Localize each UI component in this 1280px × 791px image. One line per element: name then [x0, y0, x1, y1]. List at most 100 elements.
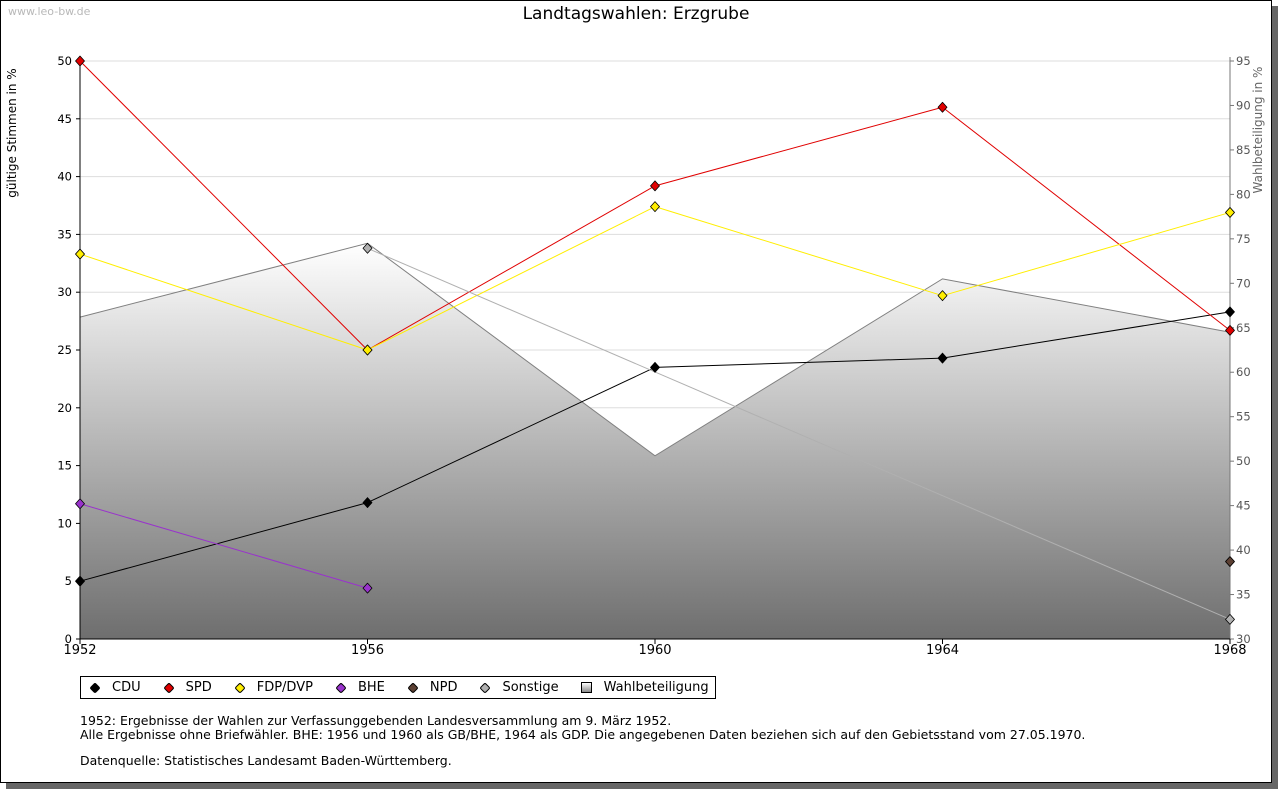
x-tick-label-1952: 1952: [63, 643, 96, 658]
point-spd-1968: [1225, 324, 1235, 336]
y2-tick-label-85: 85: [1236, 143, 1251, 157]
y2-tick-label-60: 60: [1236, 365, 1251, 379]
legend-label-wahlbeteiligung: Wahlbeteiligung: [603, 680, 709, 695]
series-lines-layer: [79, 60, 1231, 620]
legend-marker-sonstige: [479, 681, 492, 694]
y-axis-label: gültige Stimmen in %: [5, 68, 19, 197]
note-methodology: Alle Ergebnisse ohne Briefwähler. BHE: 1…: [80, 727, 1086, 742]
note-1952: 1952: Ergebnisse der Wahlen zur Verfassu…: [80, 713, 672, 728]
series-line-cdu-1: [367, 366, 656, 504]
legend-label-npd: NPD: [429, 680, 458, 695]
y2-tick-label-55: 55: [1236, 410, 1251, 424]
point-cdu-1960: [650, 361, 660, 373]
point-npd-1968: [1225, 556, 1235, 567]
series-line-cdu-3: [942, 311, 1231, 359]
x-tick-label-1956: 1956: [351, 643, 384, 658]
legend-item-fdp-dvp[interactable]: FDP/DVP: [234, 680, 313, 695]
frame-shadow-right: [1272, 6, 1278, 789]
y2-tick-label-75: 75: [1236, 232, 1251, 246]
legend-marker-wahlbeteiligung: [580, 682, 592, 693]
legend-marker-bhe: [335, 681, 347, 694]
point-bhe-1952: [75, 498, 85, 510]
legend-marker-cdu: [89, 681, 101, 694]
legend: CDU SPD FDP/DVP BHE NPD Sonstige Wahlbet…: [80, 676, 716, 699]
series-line-spd-3: [942, 106, 1231, 331]
series-line-fdp-dvp-3: [942, 211, 1231, 297]
y2-tick-label-30: 30: [1236, 632, 1251, 646]
y2-axis-label: Wahlbeteiligung in %: [1251, 67, 1265, 194]
legend-marker-spd: [162, 681, 175, 694]
chart-title: Landtagswahlen: Erzgrube: [522, 4, 750, 24]
y2-tick-label-40: 40: [1236, 543, 1251, 557]
point-sonstige-1956: [362, 242, 373, 254]
point-spd-1952: [75, 55, 85, 67]
watermark: www.leo-bw.de: [8, 5, 91, 18]
point-fdp-dvp-1964: [937, 290, 948, 302]
y-tick-label-25: 25: [57, 343, 72, 357]
y-tick-label-5: 5: [65, 574, 72, 588]
legend-label-fdp-dvp: FDP/DVP: [256, 680, 313, 695]
series-line-spd-1: [367, 185, 656, 351]
y2-tick-label-90: 90: [1236, 98, 1251, 112]
x-tick-label-1960: 1960: [638, 643, 671, 658]
y-tick-label-35: 35: [57, 227, 72, 241]
series-markers-layer: [75, 55, 1235, 625]
point-fdp-dvp-1952: [75, 248, 85, 260]
y-tick-label-20: 20: [57, 401, 72, 415]
series-line-fdp-dvp-0: [79, 253, 368, 351]
legend-item-bhe[interactable]: BHE: [335, 680, 385, 695]
point-spd-1964: [937, 101, 948, 113]
y2-tick-label-70: 70: [1236, 276, 1251, 290]
point-cdu-1952: [75, 575, 85, 587]
point-cdu-1968: [1225, 306, 1235, 318]
series-line-cdu-2: [654, 357, 943, 368]
turnout-area-fill: [80, 243, 1230, 640]
legend-label-bhe: BHE: [357, 680, 385, 695]
frame-shadow-bottom: [6, 783, 1278, 789]
series-line-cdu-0: [79, 502, 368, 582]
x-tick-label-1968: 1968: [1213, 643, 1246, 658]
point-cdu-1964: [937, 352, 948, 364]
series-line-fdp-dvp-1: [367, 206, 656, 351]
y-tick-label-50: 50: [57, 54, 72, 68]
legend-label-cdu: CDU: [112, 680, 141, 695]
y-tick-label-45: 45: [57, 112, 72, 126]
series-line-sonstige-0: [367, 247, 1231, 620]
turnout-area-outline: [79, 242, 1231, 457]
axes: 0 5 10 15 20 25 30 35 40 45 50 30 35 40 45 50 55 60 65 70 75…: [57, 54, 1250, 658]
legend-marker-fdp-dvp: [234, 681, 246, 694]
point-sonstige-1968: [1225, 613, 1235, 625]
y2-tick-label-45: 45: [1236, 499, 1251, 513]
legend-item-spd[interactable]: SPD: [162, 680, 212, 695]
point-fdp-dvp-1968: [1225, 207, 1235, 218]
series-line-spd-2: [654, 106, 943, 187]
y-tick-label-30: 30: [57, 285, 72, 299]
y2-tick-label-65: 65: [1236, 321, 1251, 335]
series-line-bhe-0: [79, 503, 368, 589]
y2-tick-label-80: 80: [1236, 187, 1251, 201]
series-line-fdp-dvp-2: [654, 206, 943, 297]
point-bhe-1956: [362, 582, 373, 594]
legend-item-sonstige[interactable]: Sonstige: [479, 680, 559, 695]
data-source: Datenquelle: Statistisches Landesamt Bad…: [80, 753, 452, 768]
y2-tick-label-50: 50: [1236, 454, 1251, 468]
y-tick-label-40: 40: [57, 170, 72, 184]
turnout-area-layer: [79, 242, 1231, 640]
y-tick-label-0: 0: [65, 632, 72, 646]
point-cdu-1956: [362, 497, 373, 508]
legend-marker-npd: [407, 681, 419, 694]
y2-tick-label-95: 95: [1236, 54, 1251, 68]
legend-label-spd: SPD: [185, 680, 212, 695]
point-fdp-dvp-1960: [650, 201, 660, 213]
legend-item-npd[interactable]: NPD: [407, 680, 458, 695]
point-spd-1960: [650, 180, 660, 192]
y2-tick-label-35: 35: [1236, 588, 1251, 602]
point-fdp-dvp-1956: [362, 344, 373, 356]
y-tick-label-15: 15: [57, 459, 72, 473]
legend-label-sonstige: Sonstige: [502, 680, 559, 695]
x-tick-label-1964: 1964: [926, 643, 959, 658]
legend-item-cdu[interactable]: CDU: [89, 680, 141, 695]
y-tick-label-10: 10: [57, 516, 72, 530]
legend-item-wahlbeteiligung[interactable]: Wahlbeteiligung: [580, 680, 709, 695]
